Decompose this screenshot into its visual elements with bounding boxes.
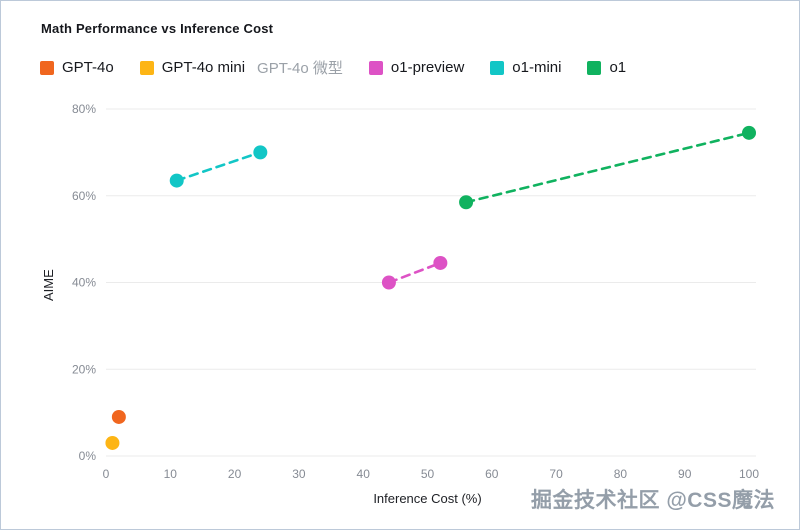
legend-label: GPT-4o mini (161, 59, 246, 76)
data-point[interactable] (105, 435, 120, 450)
legend-swatch-o1 (587, 60, 602, 75)
data-point[interactable] (381, 275, 396, 290)
x-tick-label: 80 (614, 467, 628, 481)
legend-item-o1-preview[interactable]: o1-preview (368, 59, 465, 76)
x-tick-label: 0 (103, 467, 110, 481)
legend-label: o1 (609, 59, 627, 76)
x-tick-label: 70 (549, 467, 563, 481)
legend-item-o1[interactable]: o1 (587, 59, 626, 76)
x-tick-label: 100 (739, 467, 759, 481)
legend-item-o1-mini[interactable]: o1-mini (490, 59, 561, 76)
data-point[interactable] (433, 255, 448, 270)
y-tick-label: 40% (72, 276, 96, 290)
data-point[interactable] (169, 173, 184, 188)
data-point[interactable] (459, 195, 474, 210)
legend-label: o1-mini (512, 59, 562, 76)
data-point[interactable] (253, 145, 268, 160)
y-tick-label: 20% (72, 362, 96, 376)
y-tick-label: 60% (72, 189, 96, 203)
legend-swatch-gpt-4o-mini (139, 60, 154, 75)
x-axis-title: Inference Cost (%) (373, 491, 482, 506)
legend-translation-note: GPT-4o 微型 (257, 60, 343, 77)
x-tick-label: 90 (678, 467, 692, 481)
legend-swatch-gpt-4o (40, 60, 54, 75)
data-point[interactable] (111, 409, 126, 424)
series-line (175, 151, 262, 182)
legend-label: GPT-4o (62, 59, 114, 76)
x-tick-label: 10 (164, 467, 178, 481)
y-axis-title: AIME (41, 269, 56, 301)
legend-item-gpt-4o[interactable]: GPT-4o (40, 59, 114, 76)
x-tick-label: 20 (228, 467, 242, 481)
x-tick-label: 60 (485, 467, 499, 481)
x-tick-label: 40 (357, 467, 371, 481)
scatter-plot-canvas: 0% 20% 40% 60% 80% 0 10 20 30 40 50 60 70 80 90 100 (72, 102, 759, 481)
x-tick-label: 30 (292, 467, 306, 481)
x-tick-label: 50 (421, 467, 435, 481)
series-line (464, 131, 751, 204)
y-tick-label: 0% (79, 449, 97, 463)
legend-swatch-o1-preview (368, 60, 383, 75)
y-tick-label: 80% (72, 102, 96, 116)
watermark-text: 掘金技术社区 @CSS魔法 (531, 489, 775, 512)
legend-label: o1-preview (390, 59, 465, 76)
legend-swatch-o1-mini (490, 60, 505, 75)
chart-title: Math Performance vs Inference Cost (41, 21, 274, 36)
series-line (387, 261, 442, 284)
data-point[interactable] (742, 125, 756, 140)
chart-legend: GPT-4o GPT-4o mini GPT-4o 微型 o1-preview … (40, 57, 626, 78)
legend-item-gpt-4o-mini[interactable]: GPT-4o mini GPT-4o 微型 (139, 57, 343, 78)
